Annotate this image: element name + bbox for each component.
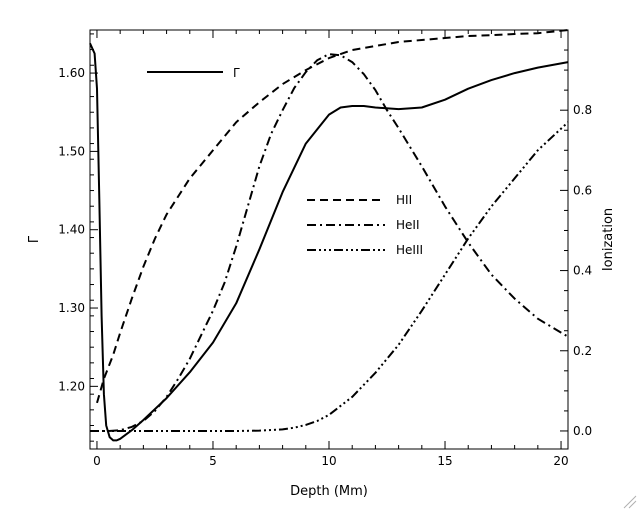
plot-frame	[89, 29, 569, 450]
y-axis-left-title: Γ	[27, 235, 42, 243]
y-left-tick-label: 1.50	[58, 144, 85, 158]
y-right-tick-label: 0.4	[573, 264, 592, 278]
y-right-tick-label: 0.6	[573, 183, 592, 197]
x-axis-title: Depth (Mm)	[290, 484, 368, 499]
x-tick-label: 0	[93, 454, 101, 468]
series-line-heiii	[90, 121, 569, 432]
y-axis-right-title: Ionization	[601, 208, 616, 271]
x-tick-label: 5	[209, 454, 217, 468]
legend-label-hii: HII	[396, 193, 412, 207]
series-line-heii	[90, 53, 569, 432]
series-line-gamma	[89, 42, 569, 442]
x-tick-label: 15	[437, 454, 452, 468]
x-tick-label: 10	[321, 454, 336, 468]
x-tick-label: 20	[553, 454, 568, 468]
y-left-tick-label: 1.30	[58, 301, 85, 315]
legend-label-heii: HeII	[396, 218, 419, 232]
y-right-tick-label: 0.0	[573, 424, 592, 438]
y-right-tick-label: 0.8	[573, 103, 592, 117]
legend-label-heiii: HeIII	[396, 243, 423, 257]
series-line-hii	[96, 29, 569, 404]
y-left-tick-label: 1.60	[58, 66, 85, 80]
y-left-tick-label: 1.40	[58, 223, 85, 237]
y-right-tick-label: 0.2	[573, 344, 592, 358]
y-left-tick-label: 1.20	[58, 379, 85, 393]
legend-label-gamma: Γ	[233, 66, 240, 80]
resize-grip-icon[interactable]	[623, 495, 637, 509]
